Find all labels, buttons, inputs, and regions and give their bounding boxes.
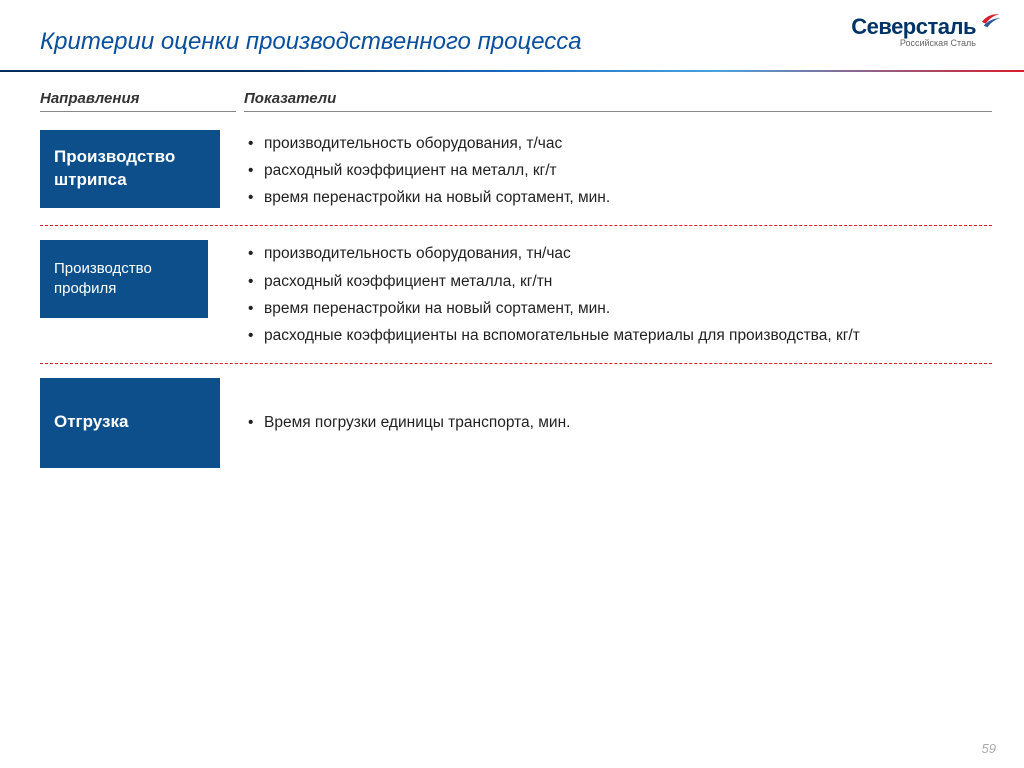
criteria-row: Производство штрипса производительность о… xyxy=(40,116,992,226)
indicator-list: производительность оборудования, тн/часр… xyxy=(246,240,992,349)
header-left: Направления xyxy=(40,90,236,112)
direction-box: Отгрузка xyxy=(40,378,220,468)
page-number: 59 xyxy=(982,741,996,756)
slide-title: Критерии оценки производственного процес… xyxy=(40,28,984,56)
rows-container: Производство штрипса производительность о… xyxy=(40,116,992,482)
logo-text: Северсталь xyxy=(851,14,1000,40)
row-right: производительность оборудования, т/часра… xyxy=(236,130,992,211)
indicator-list: Время погрузки единицы транспорта, мин. xyxy=(246,409,992,436)
company-logo: Северсталь Российская Сталь xyxy=(851,14,1000,48)
indicator-item: производительность оборудования, т/час xyxy=(246,130,992,157)
logo-swoosh-icon xyxy=(980,9,1002,31)
indicator-item: расходный коэффициент на металл, кг/т xyxy=(246,157,992,184)
row-left: Отгрузка xyxy=(40,378,236,468)
indicator-item: Время погрузки единицы транспорта, мин. xyxy=(246,409,992,436)
header-right: Показатели xyxy=(244,90,992,112)
indicator-item: производительность оборудования, тн/час xyxy=(246,240,992,267)
direction-box: Производство штрипса xyxy=(40,130,220,208)
indicator-list: производительность оборудования, т/часра… xyxy=(246,130,992,211)
logo-main-text: Северсталь xyxy=(851,14,976,39)
criteria-row: Производство профиля производительность о… xyxy=(40,226,992,364)
indicator-item: время перенастройки на новый сортамент, … xyxy=(246,295,992,322)
indicator-item: расходный коэффициент металла, кг/тн xyxy=(246,268,992,295)
column-headers: Направления Показатели xyxy=(40,90,992,112)
row-right: производительность оборудования, тн/часр… xyxy=(236,240,992,349)
criteria-row: Отгрузка Время погрузки единицы транспорт… xyxy=(40,364,992,482)
row-right: Время погрузки единицы транспорта, мин. xyxy=(236,378,992,468)
slide-content: Направления Показатели Производство штри… xyxy=(0,72,1024,482)
row-left: Производство профиля xyxy=(40,240,236,349)
direction-box: Производство профиля xyxy=(40,240,208,318)
row-left: Производство штрипса xyxy=(40,130,236,211)
indicator-item: расходные коэффициенты на вспомогательны… xyxy=(246,322,992,349)
slide-header: Критерии оценки производственного процес… xyxy=(0,0,1024,70)
indicator-item: время перенастройки на новый сортамент, … xyxy=(246,184,992,211)
